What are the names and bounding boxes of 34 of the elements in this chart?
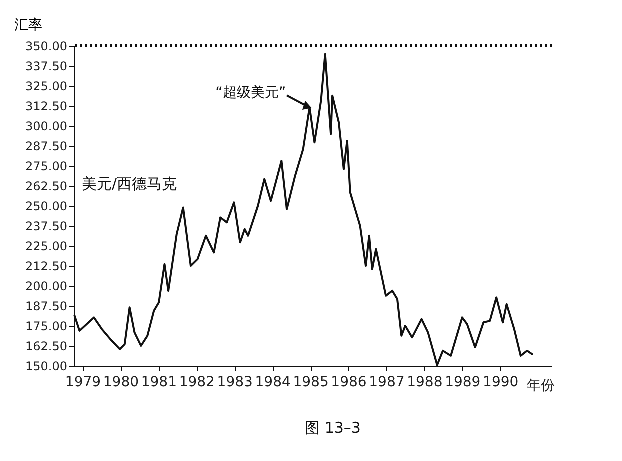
x-tick-label: 1985: [293, 374, 329, 390]
y-tick-label: 150.00: [26, 360, 68, 374]
y-tick-label: 200.00: [26, 280, 68, 294]
annotation: 美元/西德马克: [82, 175, 178, 193]
x-tick-label: 1986: [331, 374, 367, 390]
y-tick-label: 250.00: [26, 200, 68, 214]
y-tick-label: 162.50: [26, 340, 68, 354]
caption: 图 13–3: [305, 419, 361, 437]
y-tick-label: 300.00: [26, 120, 68, 134]
y-tick-label: 325.00: [26, 80, 68, 94]
y-tick-label: 312.50: [26, 100, 68, 114]
y-tick-label: 175.00: [26, 320, 68, 334]
y-tick-label: 237.50: [26, 220, 68, 234]
x-tick-label: 1979: [65, 374, 102, 390]
y-tick-label: 287.50: [26, 140, 68, 154]
x-tick-label: 1989: [445, 374, 481, 390]
x-tick-label: 1983: [217, 374, 253, 390]
x-tick-label: 1980: [103, 374, 140, 390]
x-tick-label: 1988: [407, 374, 443, 390]
y-tick-label: 225.00: [26, 240, 68, 254]
annotation: “超级美元”: [216, 85, 286, 102]
x-axis-title: 年份: [527, 378, 555, 394]
y-tick-label: 350.00: [26, 40, 68, 54]
x-tick-label: 1982: [179, 374, 215, 390]
y-axis-title: 汇率: [14, 18, 42, 34]
y-tick-label: 262.50: [26, 180, 68, 194]
y-tick-label: 337.50: [26, 60, 68, 74]
y-tick-label: 212.50: [26, 260, 68, 274]
x-tick-label: 1987: [369, 374, 405, 390]
y-tick-label: 275.00: [26, 160, 68, 174]
x-tick-label: 1981: [141, 374, 177, 390]
x-tick-label: 1984: [255, 374, 291, 390]
y-tick-label: 187.50: [26, 300, 68, 314]
x-tick-label: 1990: [483, 374, 519, 390]
